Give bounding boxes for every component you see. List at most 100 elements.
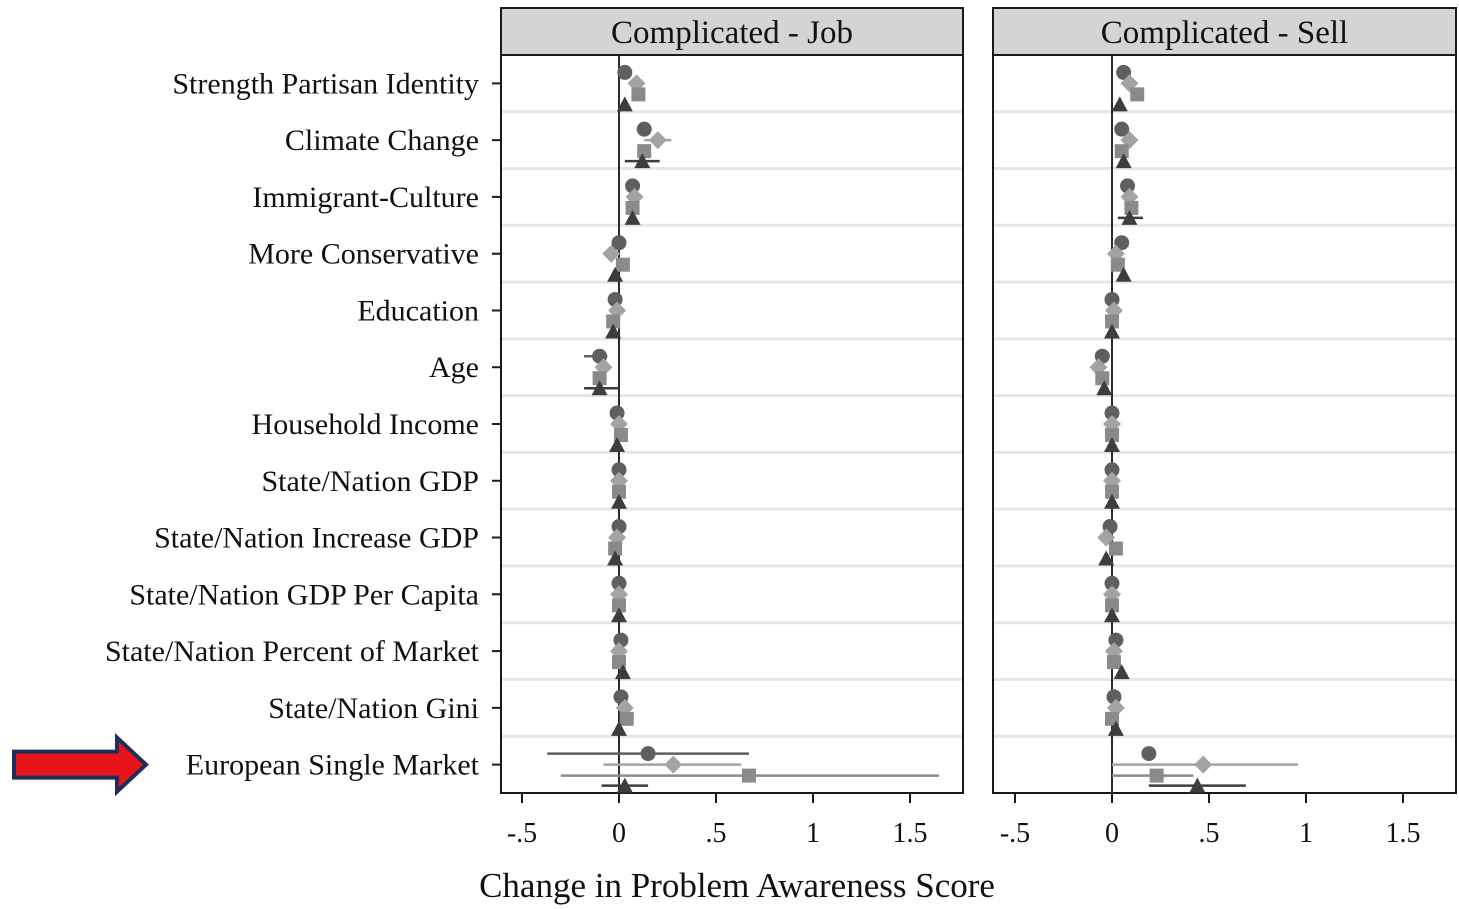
triangle-marker [1189, 777, 1206, 793]
square-marker [1110, 257, 1125, 272]
square-marker [1130, 87, 1145, 102]
square-marker [1149, 768, 1164, 783]
square-marker [741, 768, 756, 783]
category-label: Strength Partisan Identity [172, 67, 479, 100]
square-marker [612, 484, 626, 499]
series-triangle [1096, 96, 1246, 793]
circle-marker [636, 121, 652, 137]
category-label: Climate Change [285, 124, 479, 157]
category-label: State/Nation GDP Per Capita [129, 578, 479, 611]
category-label: Education [357, 294, 479, 327]
x-tick-label: .5 [1199, 818, 1220, 849]
circle-marker [613, 632, 629, 648]
triangle-marker [607, 550, 624, 566]
panel-2: Complicated - Sell -.5 0 .5 1 1.5 [992, 7, 1457, 849]
category-label: State/Nation GDP [262, 465, 480, 498]
triangle-marker [634, 153, 651, 169]
circle-marker [1104, 405, 1120, 421]
square-marker [615, 257, 630, 272]
square-marker [1105, 428, 1119, 442]
category-label: State/Nation Increase GDP [154, 522, 479, 555]
panel-header [992, 7, 1457, 56]
square-marker [631, 87, 646, 102]
circle-marker [1116, 64, 1132, 80]
plot-area [500, 54, 964, 794]
square-marker [1106, 655, 1121, 670]
square-marker [619, 711, 634, 726]
x-tick-label: 1.5 [1386, 818, 1421, 849]
square-marker [1105, 484, 1119, 499]
square-marker [1095, 371, 1110, 386]
red-arrow-icon [12, 733, 149, 797]
circle-marker [1114, 121, 1130, 137]
triangle-marker [1104, 437, 1120, 452]
triangle-marker [1096, 380, 1113, 396]
diamond-marker [602, 244, 621, 263]
triangle-marker [611, 493, 627, 509]
x-tick-label: 1 [806, 818, 820, 849]
plot-area [992, 54, 1457, 794]
square-marker [1124, 200, 1139, 215]
square-marker [625, 200, 640, 215]
triangle-marker [1104, 493, 1120, 509]
circle-marker [617, 64, 633, 80]
circle-marker [1120, 178, 1136, 194]
triangle-marker [611, 607, 627, 623]
triangle-marker [611, 720, 627, 736]
category-label: Age [429, 351, 479, 384]
circle-marker [640, 746, 656, 762]
category-label: State/Nation Percent of Market [105, 635, 480, 668]
circle-marker [1108, 632, 1124, 648]
circle-marker [611, 575, 627, 591]
triangle-marker [605, 323, 622, 339]
triangle-marker [614, 664, 631, 680]
circle-marker [1106, 689, 1122, 705]
category-label: European Single Market [186, 749, 480, 782]
diamond-marker [1106, 244, 1125, 263]
panel-header [500, 7, 964, 56]
triangle-marker [1113, 664, 1130, 680]
triangle-marker [1098, 550, 1115, 566]
x-axis-title: Change in Problem Awareness Score [479, 866, 995, 905]
category-label: Household Income [252, 408, 479, 441]
triangle-marker [616, 777, 633, 793]
triangle-marker [1121, 209, 1138, 225]
triangle-marker [591, 380, 608, 396]
circle-marker [1114, 235, 1130, 251]
circle-marker [625, 178, 641, 194]
category-label: More Conservative [248, 238, 479, 271]
triangle-marker [609, 437, 626, 452]
circle-marker [609, 405, 625, 421]
x-tick-label: 0 [1105, 818, 1119, 849]
triangle-marker [1107, 720, 1124, 736]
square-marker [1105, 598, 1119, 613]
triangle-marker [1104, 323, 1120, 339]
circle-marker [1104, 291, 1120, 307]
series-circle [547, 64, 749, 762]
square-marker [1114, 144, 1129, 159]
square-marker [608, 541, 623, 556]
triangle-marker [607, 266, 624, 282]
series-square [1095, 87, 1194, 783]
triangle-marker [1115, 266, 1132, 282]
circle-marker [1104, 575, 1120, 591]
triangle-marker [616, 96, 633, 112]
triangle-marker [1111, 96, 1128, 112]
x-tick-label: .5 [706, 818, 727, 849]
circle-marker [1141, 746, 1157, 762]
diamond-marker [648, 131, 667, 150]
circle-marker [611, 235, 627, 251]
circle-marker [607, 291, 623, 307]
diamond-marker [1194, 755, 1213, 774]
square-marker [612, 598, 626, 613]
square-marker [637, 144, 652, 159]
triangle-marker [624, 209, 641, 225]
series-triangle [584, 96, 660, 793]
x-tick-label: 1 [1299, 818, 1313, 849]
x-tick-label: 1.5 [893, 818, 928, 849]
x-tick-label: -.5 [507, 818, 537, 849]
triangle-marker [1115, 153, 1132, 169]
category-label: Immigrant-Culture [252, 181, 479, 214]
x-tick-label: 0 [612, 818, 626, 849]
